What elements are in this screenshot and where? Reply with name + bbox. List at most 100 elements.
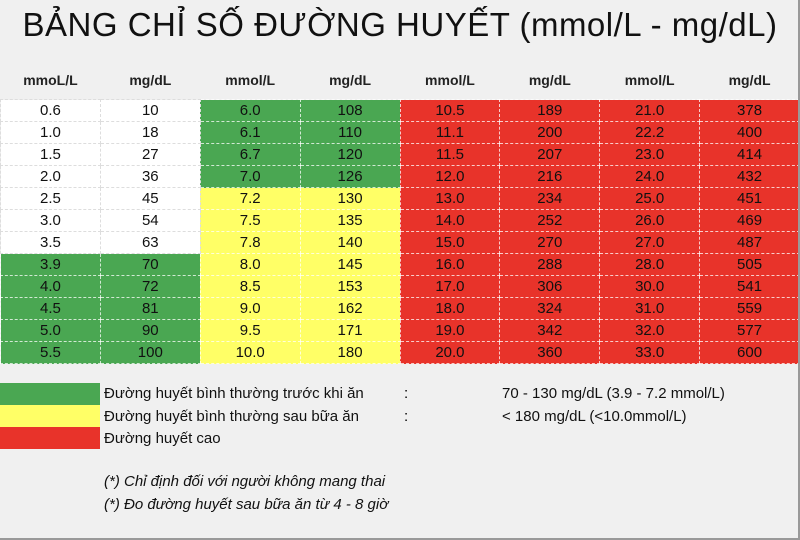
mgdl-cell: 270 — [499, 231, 601, 254]
legend-colon: : — [404, 385, 409, 402]
mmol-cell: 7.0 — [199, 165, 301, 188]
mgdl-cell: 10 — [99, 99, 201, 122]
mgdl-cell: 70 — [99, 253, 201, 276]
mgdl-cell: 378 — [699, 99, 798, 122]
mmol-cell: 6.7 — [199, 143, 301, 166]
mgdl-cell: 324 — [499, 297, 601, 320]
table-row: 0.6 10 6.0 108 10.5 189 21.0 378 — [0, 99, 798, 122]
column-header: mg/dL — [528, 71, 571, 88]
mmol-cell: 32.0 — [599, 319, 701, 342]
mmol-cell: 19.0 — [399, 319, 501, 342]
mgdl-cell: 162 — [299, 297, 401, 320]
mmol-cell: 7.8 — [199, 231, 301, 254]
table-row: 2.0 36 7.0 126 12.0 216 24.0 432 — [0, 165, 798, 188]
mmol-cell: 10.5 — [399, 99, 501, 122]
mgdl-cell: 135 — [299, 209, 401, 232]
legend-label: Đường huyết bình thường trước khi ăn — [104, 385, 364, 402]
mgdl-cell: 27 — [99, 143, 201, 166]
mmol-cell: 16.0 — [399, 253, 501, 276]
column-header: mg/dL — [329, 71, 372, 88]
table-row: 3.9 70 8.0 145 16.0 288 28.0 505 — [0, 253, 798, 276]
table-row: 4.0 72 8.5 153 17.0 306 30.0 541 — [0, 275, 798, 298]
mgdl-cell: 577 — [699, 319, 798, 342]
mgdl-cell: 216 — [499, 165, 601, 188]
mgdl-cell: 120 — [299, 143, 401, 166]
mmol-cell: 4.5 — [0, 297, 101, 320]
mmol-cell: 2.0 — [0, 165, 101, 188]
mmol-cell: 8.0 — [199, 253, 301, 276]
mmol-cell: 3.0 — [0, 209, 101, 232]
mmol-cell: 2.5 — [0, 187, 101, 210]
mgdl-cell: 432 — [699, 165, 798, 188]
mmol-cell: 3.9 — [0, 253, 101, 276]
mmol-cell: 33.0 — [599, 341, 701, 364]
mgdl-cell: 559 — [699, 297, 798, 320]
column-header: mmol/L — [425, 71, 475, 88]
column-header: mg/dL — [728, 71, 771, 88]
mgdl-cell: 400 — [699, 121, 798, 144]
mgdl-cell: 360 — [499, 341, 601, 364]
mgdl-cell: 541 — [699, 275, 798, 298]
mmol-cell: 6.1 — [199, 121, 301, 144]
mmol-cell: 25.0 — [599, 187, 701, 210]
footnote: (*) Đo đường huyết sau bữa ăn từ 4 - 8 g… — [104, 496, 389, 513]
legend-swatch-green — [0, 383, 100, 405]
table-row: 1.0 18 6.1 110 11.1 200 22.2 400 — [0, 121, 798, 144]
table-row: 3.0 54 7.5 135 14.0 252 26.0 469 — [0, 209, 798, 232]
mmol-cell: 15.0 — [399, 231, 501, 254]
legend-label: Đường huyết cao — [104, 430, 221, 447]
mgdl-cell: 288 — [499, 253, 601, 276]
mgdl-cell: 108 — [299, 99, 401, 122]
mgdl-cell: 153 — [299, 275, 401, 298]
mmol-cell: 9.0 — [199, 297, 301, 320]
mgdl-cell: 505 — [699, 253, 798, 276]
mgdl-cell: 306 — [499, 275, 601, 298]
mmol-cell: 22.2 — [599, 121, 701, 144]
mmol-cell: 30.0 — [599, 275, 701, 298]
legend-value: < 180 mg/dL (<10.0mmol/L) — [502, 408, 687, 425]
mgdl-cell: 487 — [699, 231, 798, 254]
table-row: 1.5 27 6.7 120 11.5 207 23.0 414 — [0, 143, 798, 166]
mgdl-cell: 252 — [499, 209, 601, 232]
footnote: (*) Chỉ định đối với người không mang th… — [104, 473, 386, 490]
mmol-cell: 21.0 — [599, 99, 701, 122]
mgdl-cell: 600 — [699, 341, 798, 364]
mgdl-cell: 189 — [499, 99, 601, 122]
mgdl-cell: 469 — [699, 209, 798, 232]
mmol-cell: 7.2 — [199, 187, 301, 210]
page-title: BẢNG CHỈ SỐ ĐƯỜNG HUYẾT (mmol/L - mg/dL) — [22, 6, 778, 43]
column-header: mmol/L — [624, 71, 675, 88]
mmol-cell: 20.0 — [399, 341, 501, 364]
mgdl-cell: 234 — [499, 187, 601, 210]
mgdl-cell: 171 — [299, 319, 401, 342]
mmol-cell: 11.1 — [399, 121, 501, 144]
mgdl-cell: 200 — [499, 121, 601, 144]
mgdl-cell: 126 — [299, 165, 401, 188]
table-row: 2.5 45 7.2 130 13.0 234 25.0 451 — [0, 187, 798, 210]
mgdl-cell: 54 — [99, 209, 201, 232]
mgdl-cell: 451 — [699, 187, 798, 210]
mmol-cell: 27.0 — [599, 231, 701, 254]
mmol-cell: 13.0 — [399, 187, 501, 210]
mgdl-cell: 45 — [99, 187, 201, 210]
mgdl-cell: 18 — [99, 121, 201, 144]
mmol-cell: 7.5 — [199, 209, 301, 232]
mmol-cell: 1.5 — [0, 143, 101, 166]
mmol-cell: 17.0 — [399, 275, 501, 298]
mmol-cell: 10.0 — [199, 341, 301, 364]
legend-swatch-red — [0, 427, 100, 449]
glucose-table: mmoL/L mg/dL mmol/L mg/dL mmol/L mg/dL mmol/L m… — [0, 60, 798, 364]
mgdl-cell: 140 — [299, 231, 401, 254]
mmol-cell: 1.0 — [0, 121, 101, 144]
table-row: 5.0 90 9.5 171 19.0 342 32.0 577 — [0, 319, 798, 342]
mgdl-cell: 130 — [299, 187, 401, 210]
mgdl-cell: 110 — [299, 121, 401, 144]
mmol-cell: 12.0 — [399, 165, 501, 188]
table-row: 3.5 63 7.8 140 15.0 270 27.0 487 — [0, 231, 798, 254]
mgdl-cell: 414 — [699, 143, 798, 166]
mmol-cell: 24.0 — [599, 165, 701, 188]
mgdl-cell: 63 — [99, 231, 201, 254]
mgdl-cell: 72 — [99, 275, 201, 298]
mgdl-cell: 36 — [99, 165, 201, 188]
legend-label: Đường huyết bình thường sau bữa ăn — [104, 408, 359, 425]
